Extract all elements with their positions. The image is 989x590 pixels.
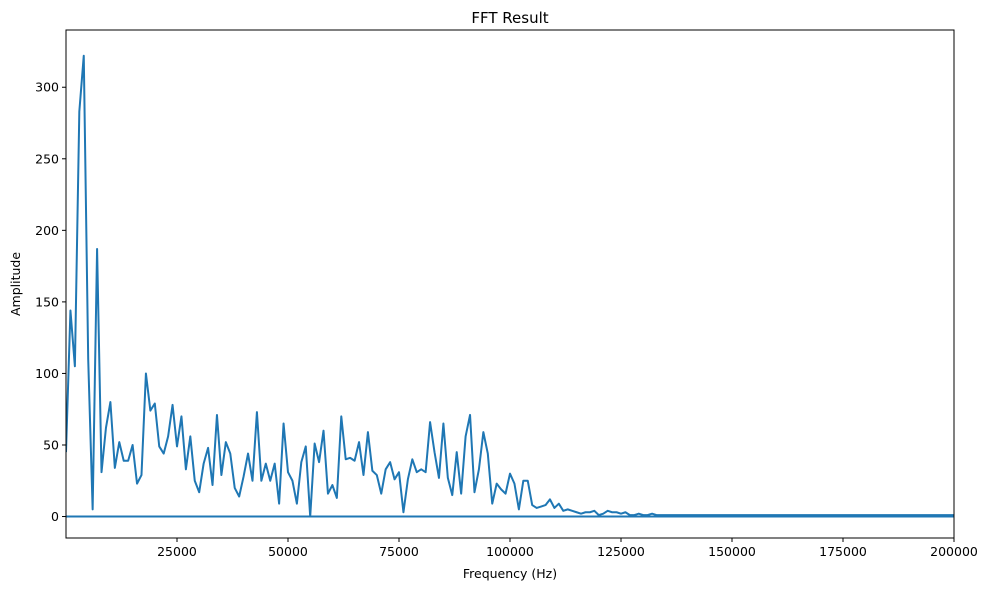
x-tick-label: 100000 [486,544,534,559]
y-tick-label: 50 [43,437,59,452]
series-line-fft [66,54,954,518]
plot-area [66,54,954,518]
x-tick-label: 150000 [708,544,756,559]
y-tick-label: 200 [35,223,59,238]
y-tick-label: 300 [35,80,59,95]
y-axis-ticks: 0 50 100 150 200 250 300 [35,80,66,524]
y-axis-label: Amplitude [8,252,23,316]
y-tick-label: 0 [51,509,59,524]
x-axis-ticks: 25000 50000 75000 100000 125000 150000 175000 2… [157,538,978,559]
y-tick-label: 250 [35,151,59,166]
x-tick-label: 25000 [157,544,197,559]
x-axis-label: Frequency (Hz) [463,566,557,581]
x-tick-label: 200000 [930,544,978,559]
y-tick-label: 150 [35,294,59,309]
y-tick-label: 100 [35,366,59,381]
x-tick-label: 50000 [268,544,308,559]
chart-title: FFT Result [471,9,548,27]
x-tick-label: 75000 [379,544,419,559]
x-tick-label: 125000 [597,544,645,559]
x-tick-label: 175000 [819,544,867,559]
